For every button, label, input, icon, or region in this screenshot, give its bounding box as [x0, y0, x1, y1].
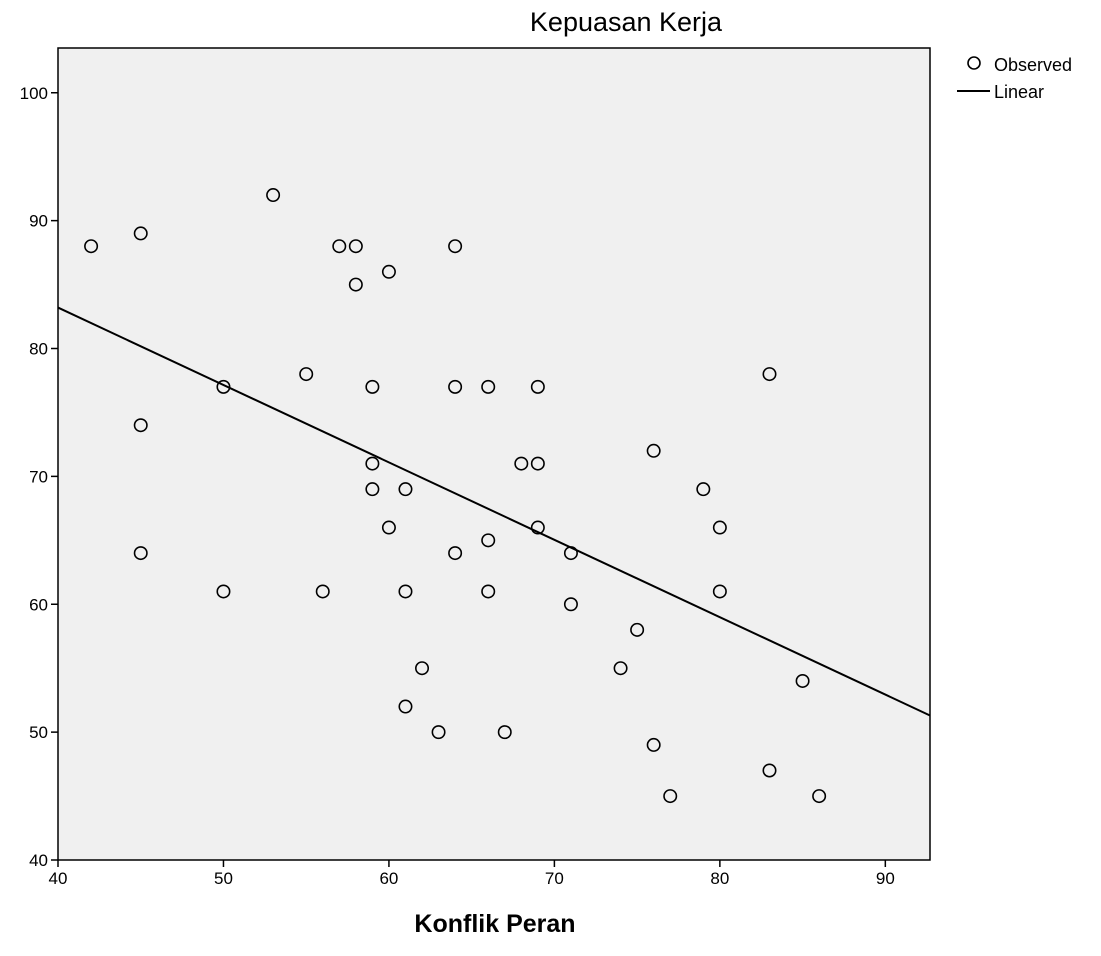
observed-point — [348, 277, 363, 292]
observed-point — [696, 482, 711, 497]
observed-point — [315, 584, 330, 599]
observed-point — [563, 546, 578, 561]
observed-point — [448, 379, 463, 394]
observed-point — [712, 584, 727, 599]
observed-point — [431, 725, 446, 740]
x-tick-label: 70 — [545, 869, 564, 888]
legend-linear-label: Linear — [994, 82, 1044, 102]
observed-point — [530, 456, 545, 471]
observed-point — [398, 584, 413, 599]
x-tick-label: 40 — [49, 869, 68, 888]
y-tick-label: 50 — [29, 723, 48, 742]
legend-observed-label: Observed — [994, 55, 1072, 75]
observed-point — [663, 789, 678, 804]
observed-point — [398, 482, 413, 497]
observed-point — [530, 379, 545, 394]
observed-point — [216, 379, 231, 394]
observed-points — [84, 188, 827, 804]
y-tick-label: 60 — [29, 595, 48, 614]
x-tick-label: 50 — [214, 869, 233, 888]
observed-point — [133, 226, 148, 241]
observed-point — [613, 661, 628, 676]
observed-point — [481, 533, 496, 548]
observed-point — [133, 418, 148, 433]
observed-point — [514, 456, 529, 471]
y-tick-label: 70 — [29, 467, 48, 486]
observed-point — [381, 264, 396, 279]
observed-point — [415, 661, 430, 676]
observed-point — [481, 584, 496, 599]
observed-point — [762, 367, 777, 382]
observed-point — [481, 379, 496, 394]
legend-observed-marker — [967, 56, 981, 70]
observed-point — [365, 379, 380, 394]
y-tick-label: 80 — [29, 340, 48, 359]
observed-point — [448, 546, 463, 561]
observed-point — [332, 239, 347, 254]
x-tick-label: 80 — [710, 869, 729, 888]
observed-point — [563, 597, 578, 612]
y-axis: 40 50 60 70 80 90 100 — [20, 84, 58, 870]
observed-point — [497, 725, 512, 740]
chart-title: Kepuasan Kerja — [530, 7, 723, 37]
observed-point — [84, 239, 99, 254]
plot-area — [57, 47, 931, 861]
x-tick-label: 90 — [876, 869, 895, 888]
observed-point — [398, 699, 413, 714]
regression-line — [57, 306, 931, 717]
legend: Observed Linear — [957, 55, 1072, 102]
observed-point — [266, 188, 281, 203]
x-axis-label: Konflik Peran — [414, 910, 575, 938]
x-axis: 40 50 60 70 80 90 — [49, 860, 895, 888]
observed-point — [646, 443, 661, 458]
observed-point — [646, 737, 661, 752]
observed-point — [762, 763, 777, 778]
x-tick-label: 60 — [379, 869, 398, 888]
observed-point — [448, 239, 463, 254]
y-tick-label: 100 — [20, 84, 48, 103]
observed-point — [712, 520, 727, 535]
observed-point — [133, 546, 148, 561]
y-tick-label: 40 — [29, 851, 48, 870]
y-tick-label: 90 — [29, 212, 48, 231]
observed-point — [381, 520, 396, 535]
observed-point — [365, 482, 380, 497]
regression-layer — [57, 306, 931, 717]
observed-point — [795, 673, 810, 688]
observed-point — [812, 789, 827, 804]
observed-point — [365, 456, 380, 471]
observed-point — [299, 367, 314, 382]
observed-point — [216, 584, 231, 599]
observed-point — [348, 239, 363, 254]
observed-point — [530, 520, 545, 535]
observed-point — [630, 622, 645, 637]
